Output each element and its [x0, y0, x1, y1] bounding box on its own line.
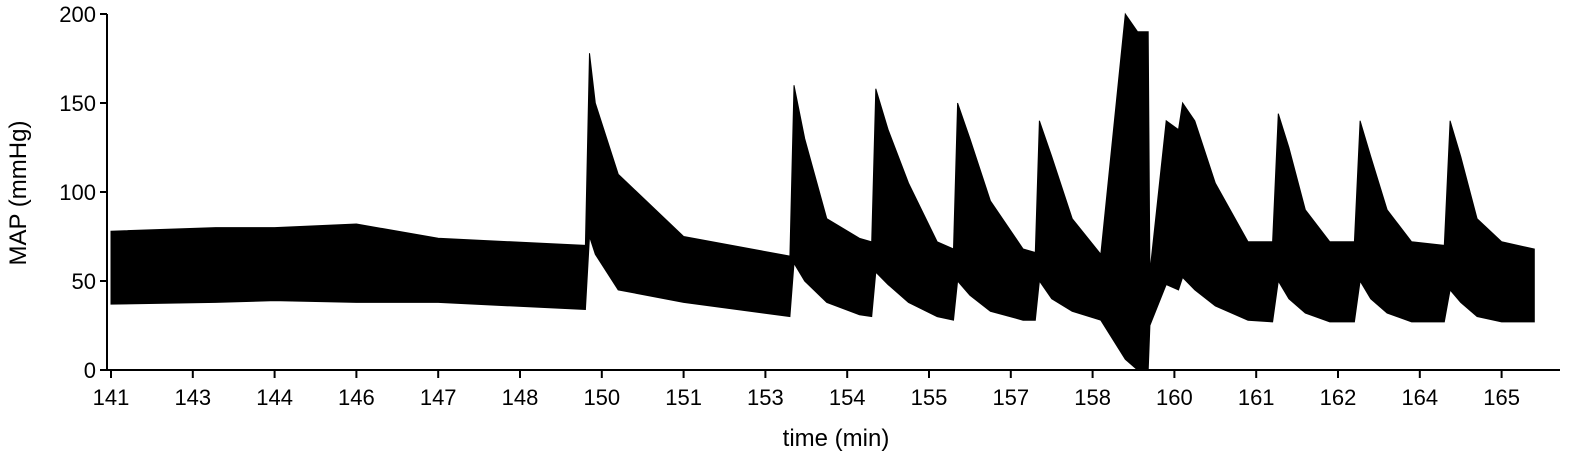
- x-tick-label: 148: [502, 385, 539, 410]
- y-tick-label: 100: [59, 180, 96, 205]
- x-tick-label: 144: [256, 385, 293, 410]
- y-axis-title: MAP (mmHg): [5, 121, 32, 266]
- x-tick-label: 164: [1401, 385, 1438, 410]
- x-axis-title: time (min): [783, 425, 890, 452]
- x-tick-label: 153: [747, 385, 784, 410]
- x-ticks: 141 143 144 146 147 148 150 151 153 154 155 157 158 1…: [93, 370, 1520, 410]
- x-tick-label: 154: [829, 385, 866, 410]
- x-tick-label: 161: [1238, 385, 1275, 410]
- y-tick-label: 150: [59, 91, 96, 116]
- x-tick-label: 165: [1483, 385, 1520, 410]
- x-tick-label: 143: [174, 385, 211, 410]
- x-tick-label: 141: [93, 385, 130, 410]
- y-tick-label: 0: [84, 358, 96, 383]
- x-tick-label: 160: [1156, 385, 1193, 410]
- x-tick-label: 146: [338, 385, 375, 410]
- series-map-band: [110, 12, 1535, 371]
- plot-area: [110, 12, 1535, 371]
- y-tick-label: 50: [72, 269, 96, 294]
- x-tick-label: 147: [420, 385, 457, 410]
- x-tick-label: 151: [665, 385, 702, 410]
- y-tick-label: 200: [59, 2, 96, 27]
- x-tick-label: 158: [1074, 385, 1111, 410]
- x-tick-label: 157: [992, 385, 1029, 410]
- y-ticks: 0 50 100 150 200: [59, 2, 107, 383]
- x-tick-label: 150: [583, 385, 620, 410]
- x-tick-label: 155: [911, 385, 948, 410]
- x-tick-label: 162: [1320, 385, 1357, 410]
